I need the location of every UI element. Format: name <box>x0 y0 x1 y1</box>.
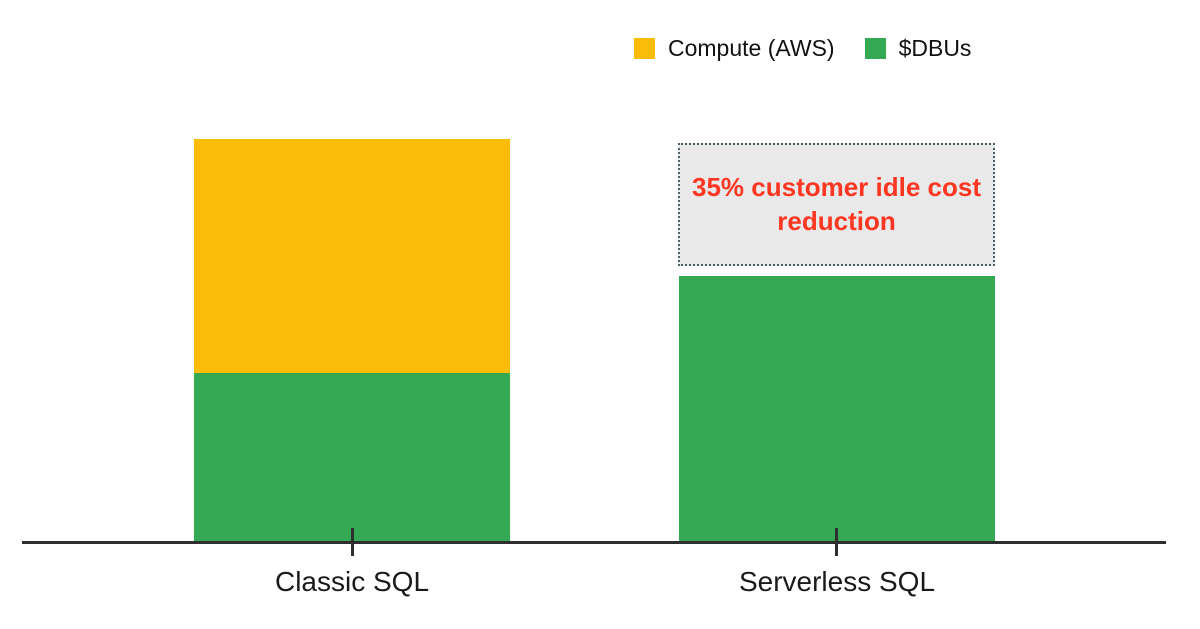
legend-item-dbus: $DBUs <box>864 35 972 62</box>
idle-cost-reduction-text: 35% customer idle cost reduction <box>692 171 981 236</box>
dbus-swatch-icon <box>864 38 886 59</box>
legend-item-compute-aws: Compute (AWS) <box>634 35 835 62</box>
x-axis-line <box>22 541 1166 544</box>
category-label-serverless-sql: Serverless SQL <box>738 566 936 597</box>
category-label-classic-sql: Classic SQL <box>274 566 430 597</box>
bar-segment-classic-sql-compute-aws <box>194 139 510 374</box>
x-axis-tick-classic-sql <box>351 528 354 556</box>
legend-label-dbus: $DBUs <box>898 35 972 61</box>
idle-cost-reduction-annotation: 35% customer idle cost reduction <box>678 143 995 267</box>
bar-segment-classic-sql-dbus <box>194 373 510 543</box>
bar-segment-serverless-sql-dbus <box>679 276 995 543</box>
legend-label-compute-aws: Compute (AWS) <box>668 35 835 61</box>
compute-aws-swatch-icon <box>634 38 655 59</box>
legend: Compute (AWS) $DBUs <box>634 35 971 62</box>
x-axis-tick-serverless-sql <box>835 528 838 556</box>
